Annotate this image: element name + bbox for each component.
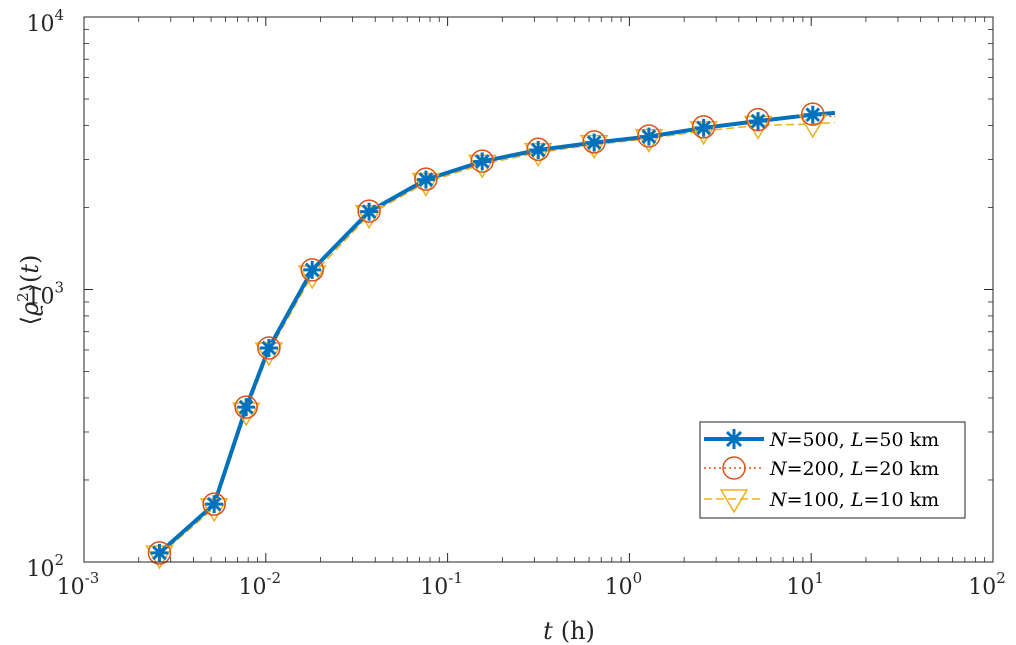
triangle-down-marker-icon	[719, 489, 749, 514]
y-axis-label: ⟨ϱ2⟩(t)	[14, 255, 44, 326]
data-point	[746, 107, 770, 132]
data-point	[691, 115, 716, 139]
data-point	[470, 149, 494, 173]
data-point	[801, 102, 825, 126]
legend-item-n200: N=200, L=20 km	[704, 456, 939, 480]
data-point	[360, 202, 379, 221]
x-tick-label: 102	[968, 569, 1006, 600]
legend: N=500, L=50 km N=200, L=20 km N=100, L=1…	[699, 421, 966, 519]
data-point	[473, 152, 492, 171]
data-point	[585, 133, 604, 152]
data-point	[257, 336, 281, 360]
data-point	[637, 124, 661, 148]
series-markers-1	[147, 102, 825, 565]
data-point	[237, 398, 256, 417]
data-point	[234, 395, 258, 419]
data-point	[357, 199, 381, 223]
data-point	[414, 167, 438, 191]
data-point	[147, 541, 172, 565]
data-point	[803, 105, 822, 124]
legend-label-n200: N=200, L=20 km	[769, 458, 939, 480]
x-tick-label: 10-1	[420, 569, 463, 600]
ticks-layer: 10-3 10-2 10-1 100 101 102 102 103 104	[26, 6, 1005, 600]
x-tick-label: 10-2	[238, 569, 281, 600]
data-point	[202, 492, 226, 516]
y-tick-label: 104	[26, 6, 64, 37]
series-markers-0	[150, 105, 822, 562]
x-tick-label: 10-3	[57, 569, 100, 600]
legend-item-n100: N=100, L=10 km	[704, 489, 939, 514]
x-tick-label: 100	[605, 569, 643, 600]
data-point	[205, 495, 224, 514]
asterisk-marker-icon	[724, 429, 744, 449]
plot-box	[83, 16, 994, 563]
data-point	[529, 141, 548, 160]
data-point	[150, 543, 169, 562]
x-axis-label: t (h)	[543, 617, 595, 645]
data-point	[582, 130, 606, 154]
x-tick-label: 101	[786, 569, 824, 600]
y-tick-label: 102	[26, 551, 64, 582]
legend-label-n500: N=500, L=50 km	[769, 429, 939, 451]
y-tick-label: 103	[26, 279, 64, 310]
circle-marker-icon	[722, 456, 746, 480]
data-point	[259, 338, 278, 357]
legend-label-n100: N=100, L=10 km	[769, 489, 939, 511]
data-point	[639, 127, 658, 146]
legend-item-n500: N=500, L=50 km	[704, 429, 939, 451]
series-layer	[145, 102, 836, 570]
data-point	[526, 137, 550, 162]
data-point	[694, 118, 713, 137]
data-point	[300, 258, 324, 282]
data-point	[749, 112, 768, 131]
data-point	[416, 170, 435, 189]
data-point	[303, 260, 322, 279]
